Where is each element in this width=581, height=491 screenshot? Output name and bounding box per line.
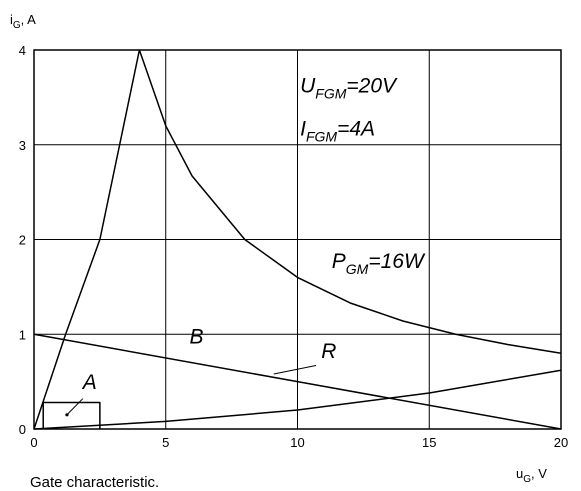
leader-line-r bbox=[273, 365, 317, 375]
series bbox=[33, 49, 562, 430]
series-line-r bbox=[33, 369, 562, 430]
point-marker-a bbox=[65, 413, 69, 417]
x-tick-label: 15 bbox=[422, 435, 436, 450]
chart-caption: Gate characteristic. bbox=[30, 474, 160, 491]
x-axis-label: uG, V bbox=[516, 466, 547, 485]
ticks: 0 5 10 15 20 0 1 2 3 4 bbox=[19, 43, 568, 450]
annotation-a: A bbox=[81, 371, 97, 394]
x-tick-label: 5 bbox=[162, 435, 169, 450]
y-axis-label: iG, A bbox=[10, 12, 36, 31]
series-line-a bbox=[42, 401, 101, 429]
y-tick-label: 1 bbox=[19, 327, 26, 342]
annotation-r: R bbox=[321, 340, 336, 363]
y-tick-label: 3 bbox=[19, 138, 26, 153]
plot-frame bbox=[33, 49, 562, 430]
leader-line-a bbox=[66, 398, 84, 416]
x-tick-label: 0 bbox=[30, 435, 37, 450]
y-tick-label: 4 bbox=[19, 43, 26, 58]
series-line-b bbox=[33, 333, 562, 430]
annotations: UFGM=20V IFGM=4A PGM=16W B R A bbox=[81, 75, 426, 395]
grid bbox=[34, 50, 561, 429]
y-tick-label: 2 bbox=[19, 233, 26, 248]
annotation-ufgm: UFGM=20V bbox=[300, 75, 398, 102]
y-tick-label: 0 bbox=[19, 422, 26, 437]
annotation-ifgm: IFGM=4A bbox=[300, 117, 375, 144]
annotation-b: B bbox=[189, 326, 203, 349]
series-line-left-curve bbox=[33, 49, 141, 430]
series-line-p-gm bbox=[138, 49, 562, 354]
annotation-pgm: PGM=16W bbox=[332, 250, 426, 277]
x-tick-label: 20 bbox=[554, 435, 568, 450]
x-tick-label: 10 bbox=[290, 435, 304, 450]
